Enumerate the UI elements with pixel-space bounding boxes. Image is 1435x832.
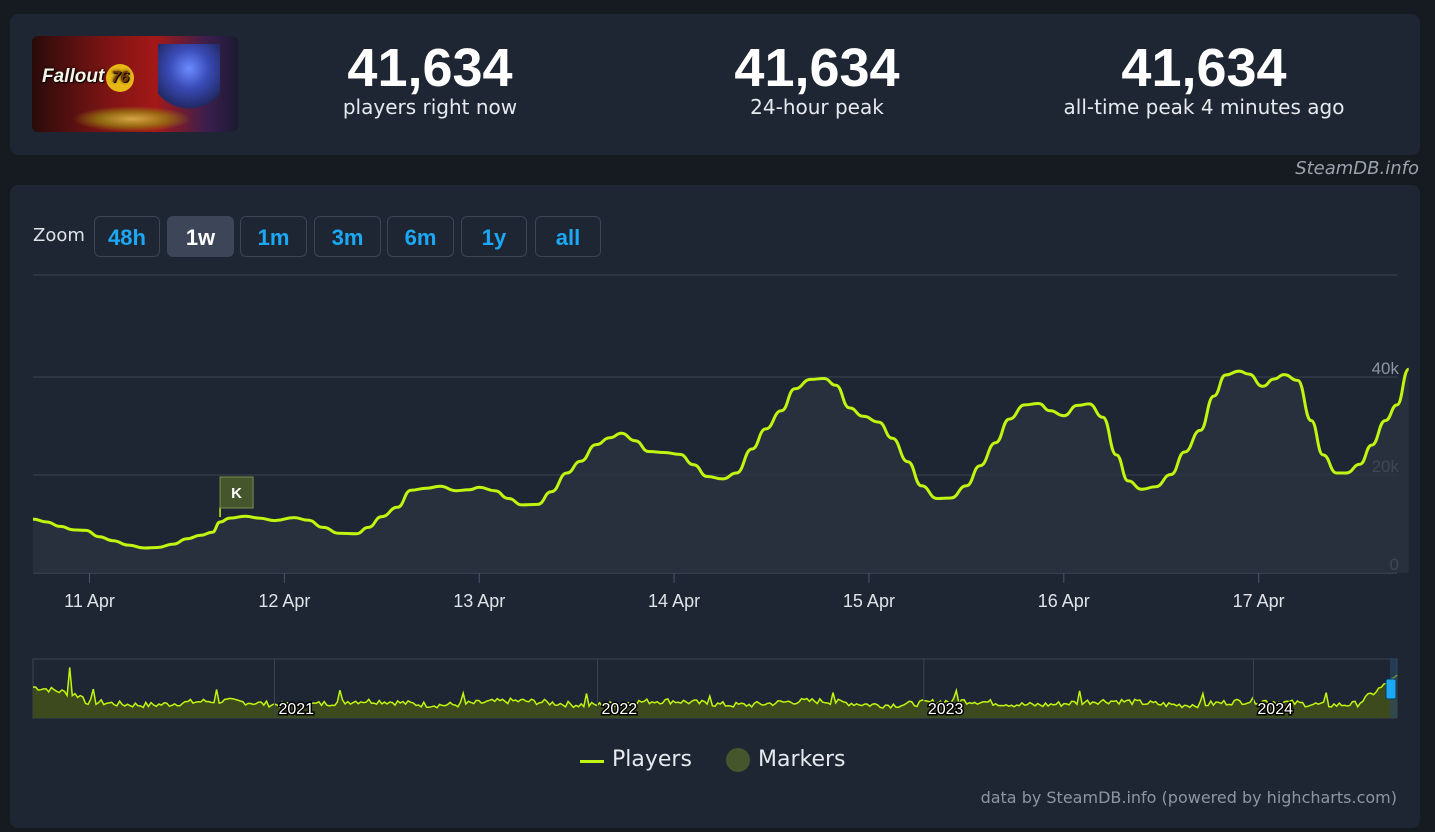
legend-line-swatch	[580, 760, 604, 763]
navigator-year-label: 2023	[928, 701, 964, 718]
chart-footer[interactable]: data by SteamDB.info (powered by highcha…	[980, 788, 1397, 807]
legend-markers-label: Markers	[758, 747, 846, 772]
x-tick-label: 14 Apr	[648, 591, 700, 611]
marker-flag	[219, 476, 254, 509]
stat-value: 41,634	[1121, 38, 1287, 98]
x-tick-label: 12 Apr	[258, 591, 310, 611]
zoom-6m-button[interactable]: 6m	[387, 216, 454, 257]
game-header-image[interactable]: Fallout 76	[32, 36, 238, 132]
zoom-3m-button[interactable]: 3m	[314, 216, 381, 257]
zoom-all-button[interactable]: all	[535, 216, 601, 257]
stats-card: Fallout 76 41,634 players right now 41,63…	[10, 14, 1420, 155]
y-tick-label: 40k	[1372, 359, 1400, 378]
x-tick-label: 16 Apr	[1038, 591, 1090, 611]
legend-players-label: Players	[612, 747, 692, 772]
navigator-year-label: 2022	[602, 701, 638, 718]
chart-panel: Zoom 48h 1w 1m 3m 6m 1y all 020k40k11 Ap…	[10, 185, 1420, 828]
legend-marker-swatch	[726, 748, 750, 772]
zoom-48h-button[interactable]: 48h	[94, 216, 160, 257]
navigator-area	[33, 667, 1397, 718]
marker-label: K	[231, 485, 242, 502]
navigator-year-label: 2021	[278, 701, 314, 718]
series-area	[33, 369, 1409, 573]
navigator-year-label: 2024	[1257, 701, 1293, 718]
stat-label: players right now	[342, 95, 518, 119]
navigator-line	[32, 667, 1398, 710]
navigator-handle	[1385, 678, 1397, 700]
zoom-1y-button[interactable]: 1y	[461, 216, 527, 257]
stat-label: all-time peak 4 minutes ago	[1063, 95, 1345, 119]
x-tick-label: 15 Apr	[843, 591, 895, 611]
stat-players-now: 41,634 players right now	[250, 38, 610, 120]
x-tick-label: 13 Apr	[453, 591, 505, 611]
x-tick-label: 11 Apr	[64, 591, 115, 611]
stat-24h-peak: 41,634 24-hour peak	[637, 38, 997, 120]
stat-value: 41,634	[347, 38, 513, 98]
zoom-1w-button[interactable]: 1w	[167, 216, 234, 257]
game-logo: Fallout 76	[42, 64, 135, 92]
stat-label: 24-hour peak	[750, 95, 884, 119]
x-tick-label: 17 Apr	[1233, 591, 1285, 611]
steamdb-credit[interactable]: SteamDB.info	[1295, 158, 1419, 179]
image-glow	[72, 106, 192, 132]
stat-all-time-peak: 41,634 all-time peak 4 minutes ago	[1024, 38, 1384, 120]
zoom-label: Zoom	[33, 225, 85, 246]
series-line-players	[32, 367, 1411, 550]
zoom-1m-button[interactable]: 1m	[240, 216, 307, 257]
stat-value: 41,634	[734, 38, 900, 98]
